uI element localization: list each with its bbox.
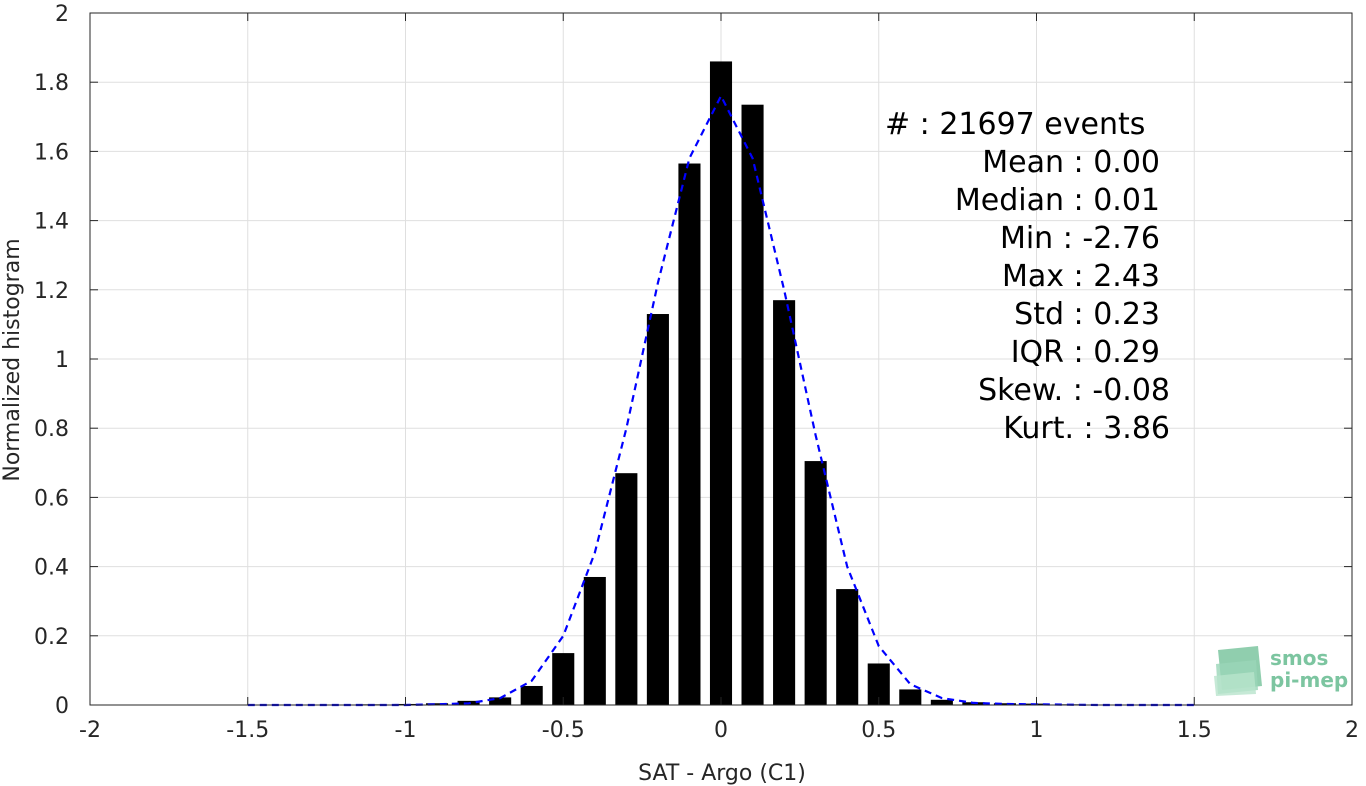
y-tick-label-1: 0.2 <box>34 625 69 650</box>
x-tick-label-0: -2 <box>79 718 101 743</box>
stat-line-5: Std : 0.23 <box>1014 297 1160 332</box>
bar-10 <box>552 653 575 705</box>
y-tick-label-6: 1.2 <box>34 279 69 304</box>
bar-13 <box>646 314 669 705</box>
bar-8 <box>489 697 512 705</box>
y-tick-label-3: 0.6 <box>34 486 69 511</box>
x-tick-label-6: 1 <box>1030 718 1044 743</box>
bar-12 <box>615 473 638 705</box>
stat-line-2: Median : 0.01 <box>955 183 1160 218</box>
x-tick-label-8: 2 <box>1345 718 1359 743</box>
y-tick-label-7: 1.4 <box>34 210 69 235</box>
stat-line-4: Max : 2.43 <box>1002 259 1160 294</box>
stat-line-0: # : 21697 events <box>885 107 1145 142</box>
y-axis-label: Normalized histogram <box>0 238 25 481</box>
histogram-bars <box>236 61 1206 706</box>
logo-line-2: pi-mep <box>1270 668 1348 692</box>
x-tick-label-5: 0.5 <box>861 718 896 743</box>
bar-6 <box>426 703 449 705</box>
smos-pi-mep-logo: smos pi-mep <box>1214 646 1348 696</box>
stat-line-7: Skew. : -0.08 <box>978 373 1170 408</box>
bar-16 <box>741 104 764 705</box>
x-axis-ticks: -2 -1.5 -1 -0.5 0 0.5 1 1.5 2 <box>79 13 1359 743</box>
y-tick-label-5: 1 <box>55 348 69 373</box>
x-tick-label-1: -1.5 <box>226 718 269 743</box>
y-tick-label-2: 0.4 <box>34 556 69 581</box>
x-tick-label-4: 0 <box>714 718 728 743</box>
bar-14 <box>678 163 701 705</box>
y-axis-ticks: 0 0.2 0.4 0.6 0.8 1 1.2 1.4 1.6 1.8 2 <box>34 2 1352 719</box>
bar-9 <box>520 685 543 705</box>
stat-line-6: IQR : 0.29 <box>1011 335 1160 370</box>
logo-mark-icon <box>1214 646 1262 696</box>
bar-15 <box>709 61 733 705</box>
x-axis-label: SAT - Argo (C1) <box>638 761 806 786</box>
stat-line-1: Mean : 0.00 <box>982 145 1160 180</box>
bar-11 <box>583 576 606 705</box>
stat-line-3: Min : -2.76 <box>1000 221 1160 256</box>
y-tick-label-9: 1.8 <box>34 71 69 96</box>
x-tick-label-7: 1.5 <box>1177 718 1212 743</box>
y-tick-label-0: 0 <box>55 694 69 719</box>
y-tick-label-10: 2 <box>55 2 69 27</box>
bar-22 <box>930 699 953 705</box>
y-tick-label-8: 1.6 <box>34 140 69 165</box>
logo-line-1: smos <box>1270 646 1328 670</box>
bar-24 <box>993 703 1016 705</box>
y-tick-label-4: 0.8 <box>34 417 69 442</box>
bar-19 <box>836 589 859 705</box>
bar-21 <box>899 689 922 705</box>
x-tick-label-3: -0.5 <box>542 718 585 743</box>
bar-18 <box>804 461 827 705</box>
bar-17 <box>773 300 796 705</box>
x-tick-label-2: -1 <box>395 718 417 743</box>
stat-line-8: Kurt. : 3.86 <box>1003 411 1170 446</box>
bar-20 <box>867 663 890 705</box>
